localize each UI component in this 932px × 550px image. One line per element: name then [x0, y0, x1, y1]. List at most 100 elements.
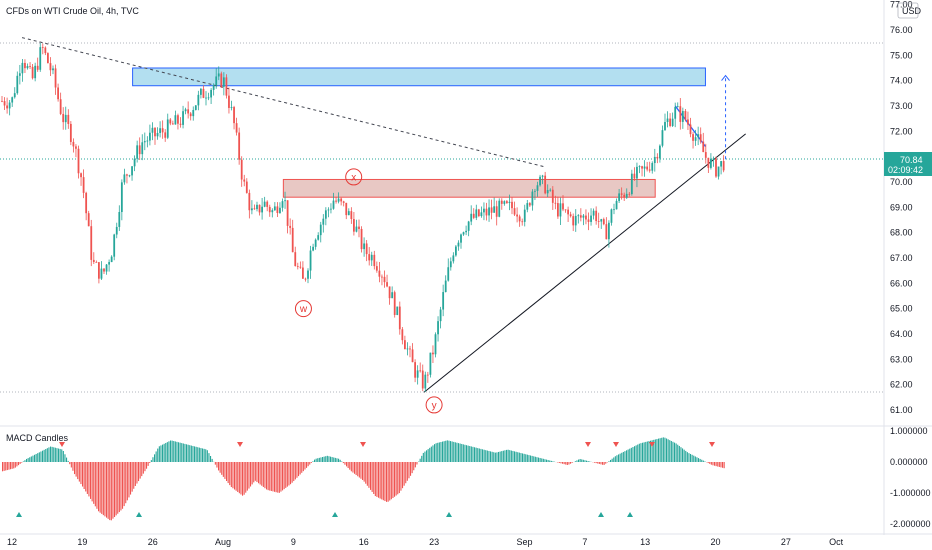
macd-bar — [216, 462, 218, 468]
macd-bar — [53, 447, 55, 462]
candle-body — [534, 190, 536, 192]
price-tick-label: 66.00 — [890, 278, 913, 288]
candle-body — [16, 75, 19, 94]
candle-body — [166, 119, 169, 138]
candle-body — [636, 166, 638, 179]
candle-body — [567, 209, 569, 215]
candle-body — [49, 63, 52, 71]
candle-body — [449, 261, 452, 268]
macd-bar — [5, 462, 7, 471]
candle-body — [582, 215, 585, 218]
macd-bar — [101, 462, 103, 514]
time-tick-label: 27 — [781, 537, 791, 547]
macd-bar — [109, 462, 111, 521]
macd-bar — [691, 454, 693, 462]
macd-bar — [669, 440, 671, 462]
macd-bar — [74, 462, 76, 475]
macd-bar — [342, 462, 344, 464]
macd-bar — [99, 462, 101, 513]
macd-bar — [371, 462, 373, 492]
macd-bar — [40, 451, 42, 462]
candle-body — [462, 232, 465, 235]
candle-body — [47, 53, 49, 64]
macd-bar — [296, 462, 298, 478]
candle-body — [564, 209, 567, 211]
candle-body — [363, 243, 365, 250]
macd-bar — [454, 442, 456, 462]
macd-bar — [544, 459, 546, 462]
candle-body — [717, 166, 720, 177]
macd-bar — [232, 462, 234, 489]
candle-body — [411, 349, 414, 363]
macd-bar — [445, 440, 447, 462]
macd-bar — [688, 453, 690, 462]
macd-bar — [517, 452, 519, 462]
macd-bar — [542, 458, 544, 462]
candle-body — [77, 148, 80, 174]
candle-body — [483, 208, 485, 213]
candle-body — [44, 47, 47, 54]
candle-body — [648, 169, 651, 171]
time-tick-label: 19 — [77, 537, 87, 547]
candle-body — [80, 173, 82, 178]
macd-bar — [173, 441, 175, 462]
macd-bar — [360, 462, 362, 479]
currency-settings-icon[interactable] — [897, 2, 919, 19]
macd-bar — [435, 443, 437, 462]
macd-bar — [651, 440, 653, 462]
macd-bar — [187, 444, 189, 462]
candle-body — [447, 267, 450, 281]
macd-bar — [469, 446, 471, 462]
candle-body — [322, 218, 325, 225]
macd-bar — [363, 462, 365, 482]
candle-body — [554, 202, 557, 204]
candle-body — [90, 226, 93, 260]
macd-bar — [202, 448, 204, 462]
candles-layer — [1, 42, 725, 392]
macd-bar — [390, 462, 392, 500]
macd-bar — [312, 461, 314, 462]
macd-bar — [614, 456, 616, 462]
macd-bar — [272, 462, 274, 492]
macd-bar — [302, 462, 304, 472]
macd-bar — [107, 462, 109, 519]
support-zone — [282, 178, 656, 198]
macd-bar — [632, 447, 634, 462]
macd-bar — [75, 462, 77, 477]
candle-body — [302, 267, 304, 279]
candle-body — [207, 97, 210, 99]
macd-bar — [558, 462, 560, 463]
macd-bar — [229, 462, 231, 486]
macd-bar — [24, 460, 26, 462]
candle-body — [707, 157, 710, 168]
macd-bar — [277, 462, 279, 493]
macd-bar — [379, 462, 381, 499]
macd-bar — [176, 441, 178, 462]
macd-bar — [523, 453, 525, 462]
macd-bar — [14, 462, 16, 468]
candle-body — [228, 95, 230, 108]
macd-bar — [574, 461, 576, 462]
macd-bar — [667, 439, 669, 462]
macd-bar — [602, 462, 604, 465]
macd-bar — [338, 458, 340, 462]
macd-bar — [579, 458, 581, 462]
candle-body — [131, 166, 133, 176]
candle-body — [304, 278, 307, 280]
macd-bar — [117, 462, 119, 514]
macd-bar — [453, 441, 455, 462]
macd-bar — [514, 451, 516, 462]
macd-bar — [430, 446, 432, 462]
candle-body — [676, 106, 679, 108]
candle-body — [671, 118, 674, 126]
macd-bar — [182, 443, 184, 462]
macd-bar — [211, 458, 213, 462]
candle-body — [1, 100, 3, 102]
macd-bar — [699, 458, 701, 462]
macd-bar — [112, 462, 114, 519]
macd-bar — [22, 461, 24, 462]
macd-bar — [458, 443, 460, 462]
macd-sell-signal — [59, 442, 65, 447]
macd-bar — [702, 460, 704, 462]
macd-bar — [270, 462, 272, 491]
